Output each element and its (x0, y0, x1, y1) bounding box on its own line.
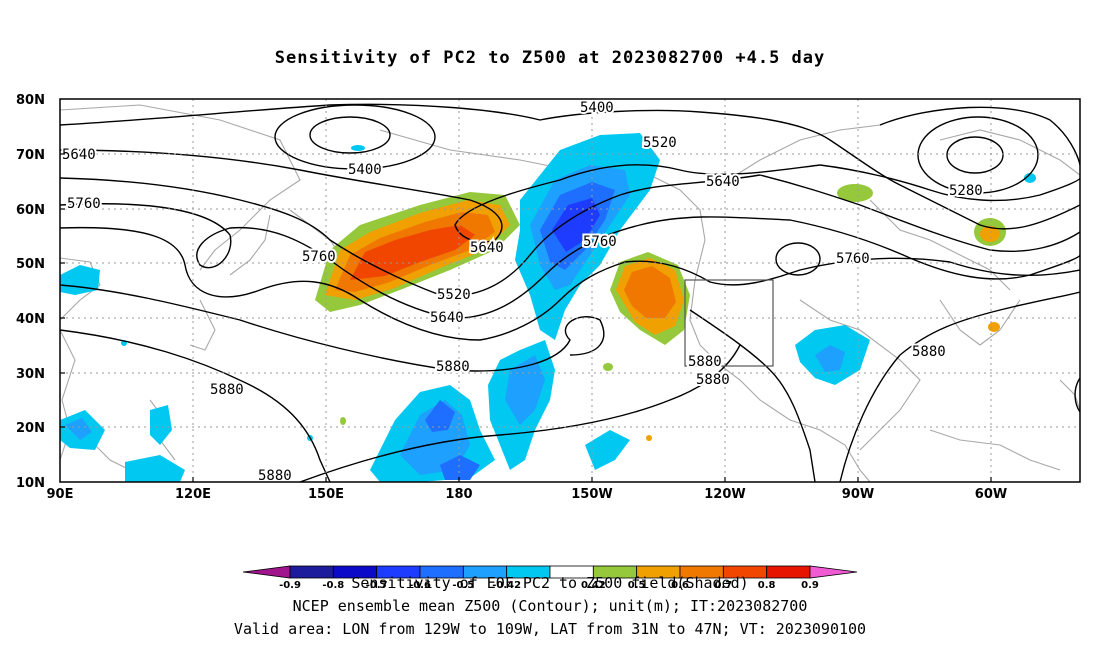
contour-label: 5640 (430, 310, 464, 326)
lat-label: 80N (16, 93, 45, 108)
colorbar-tick-label: 0.7 (714, 580, 732, 591)
contour-label: 5880 (688, 354, 722, 370)
lat-label: 10N (16, 476, 45, 491)
colorbar-tick-label: 0.9 (801, 580, 819, 591)
axis-ticks (60, 153, 992, 482)
contour-label: 5400 (580, 100, 614, 116)
lat-label: 30N (16, 367, 45, 382)
lon-label: 90E (47, 487, 74, 502)
valid-area-box (684, 279, 774, 367)
colorbar: -0.9 -0.8 -0.7 -0.6 -0.5 -0.42 0.42 0.5 0.6 0.7 0.… (242, 565, 858, 591)
contour-label: 5760 (67, 196, 101, 212)
contour-label: 5880 (210, 382, 244, 398)
lat-label: 70N (16, 148, 45, 163)
colorbar-tick-label: -0.9 (279, 580, 301, 591)
colorbar-tick-label: 0.6 (671, 580, 689, 591)
lat-label: 60N (16, 203, 45, 218)
lon-label: 60W (975, 487, 1007, 502)
contour-label: 5880 (258, 468, 292, 484)
lon-label: 120E (175, 487, 211, 502)
contour-label: 5400 (348, 162, 382, 178)
colorbar-label: Sensitivity of EOF PC2 to Z500 field(Sha… (351, 574, 749, 592)
contour-label: 5640 (62, 147, 96, 163)
footer-contour-info: NCEP ensemble mean Z500 (Contour); unit(… (292, 597, 808, 615)
lon-label: 150E (308, 487, 344, 502)
contour-label: 5640 (470, 240, 504, 256)
lon-label: 90W (842, 487, 874, 502)
contour-label: 5880 (696, 372, 730, 388)
contour-label: 5760 (302, 249, 336, 265)
map-plot-area: 5400 5520 5640 5640 5760 5400 5760 5520 … (60, 99, 1080, 484)
colorbar-tick-label: 0.42 (581, 580, 606, 591)
colorbar-tick-label: -0.6 (409, 580, 431, 591)
colorbar-tick-label: -0.7 (366, 580, 388, 591)
contour-label: 5520 (643, 135, 677, 151)
contour-low-canada (946, 136, 1004, 174)
lon-label: 150W (571, 487, 612, 502)
colorbar-tick-label: -0.5 (452, 580, 474, 591)
contour-low-siberia (309, 116, 391, 154)
grid-lines (60, 99, 1080, 482)
colorbar-tick-label: 0.5 (628, 580, 646, 591)
contour-label: 5880 (436, 359, 470, 375)
contour-label: 5760 (583, 234, 617, 250)
map-title: Sensitivity of PC2 to Z500 at 2023082700… (274, 48, 826, 68)
contour-label: 5640 (706, 174, 740, 190)
z500-contours (60, 103, 1080, 482)
contour-labels: 5400 5520 5640 5640 5760 5400 5760 5520 … (60, 99, 985, 484)
contour-label: 5880 (912, 344, 946, 360)
contour-label: 5280 (949, 183, 983, 199)
latitude-labels: 80N 70N 60N 50N 40N 30N 20N 10N (16, 93, 45, 491)
longitude-labels: 90E 120E 150E 180 150W 120W 90W 60W (47, 487, 1008, 502)
lat-label: 50N (16, 257, 45, 272)
plot-frame (59, 98, 1081, 483)
colorbar-tick-label: 0.8 (758, 580, 776, 591)
lat-label: 40N (16, 312, 45, 327)
footer-valid-area: Valid area: LON from 129W to 109W, LAT f… (233, 620, 867, 638)
colorbar-tick-label: -0.8 (322, 580, 344, 591)
colorbar-tick-label: -0.42 (492, 580, 521, 591)
lat-label: 20N (16, 421, 45, 436)
contour-label: 5520 (437, 287, 471, 303)
colorbar-segment (809, 565, 858, 579)
lon-label: 180 (445, 487, 472, 502)
lon-label: 120W (704, 487, 745, 502)
contour-label: 5760 (836, 251, 870, 267)
